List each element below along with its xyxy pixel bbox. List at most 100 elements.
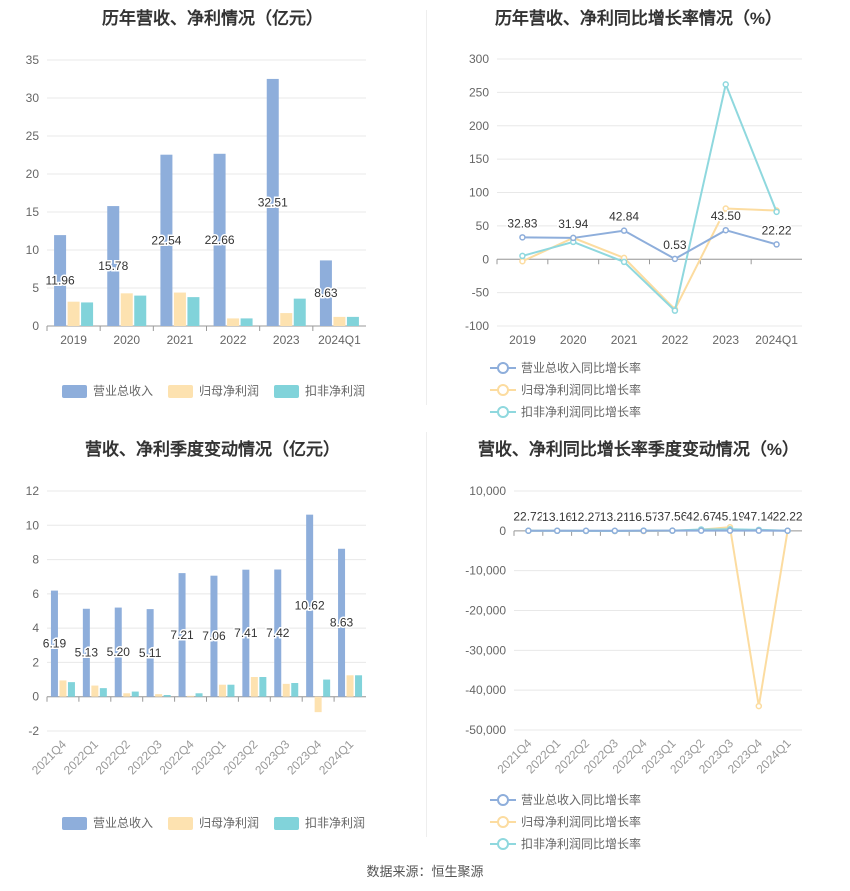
quarterly-values-bar-revenue [338,548,346,697]
quarterly-values-xtick-label: 2024Q1 [316,737,356,777]
annual-values-bar-revenue [54,235,67,326]
quarterly-values-bar-deducted-profit [291,683,299,697]
annual-values-bar-revenue [266,78,279,326]
quarterly-values-bar-deducted-profit [227,684,235,697]
quarterly-growth-series-line-1 [528,526,789,707]
quarterly-values-data-label: 10.62 [295,599,325,613]
quarterly-values-xtick-label: 2022Q1 [61,737,101,777]
annual-values-bar-net-profit [280,313,293,326]
annual-values-data-label: 22.54 [151,233,181,247]
annual-values-bar-revenue [107,206,120,326]
quarterly-growth-ytick-label: 10,000 [469,484,506,498]
quarterly-values-ytick-label: 0 [32,690,39,704]
annual-values-bar-net-profit [227,318,240,326]
quarterly-values-data-label: 5.20 [107,645,131,659]
annual-growth-point [722,205,729,212]
quarterly-values-bar-revenue [114,607,122,697]
annual-values-bar-net-profit [120,293,133,326]
quarterly-values-legend-swatch [274,817,299,830]
quarterly-growth-ytick-label: -10,000 [465,564,506,578]
annual-values-data-label: 32.51 [258,195,288,209]
annual-growth-point [722,81,729,88]
quarterly-growth-point [669,527,676,534]
annual-values-data-label: 22.66 [205,233,235,247]
annual-growth-ytick-label: 0 [482,252,489,266]
quarterly-values-bar-net-profit [218,684,226,697]
panel-divider-top [426,10,427,405]
quarterly-growth-panel: 营收、净利同比增长率季度变动情况（%） -50,000 -40,000 -30,00… [427,425,850,855]
quarterly-values-xtick-label: 2023Q4 [284,737,324,777]
annual-growth-series-line-0 [522,229,777,261]
annual-growth-point [519,252,526,260]
annual-growth-ytick-label: 250 [469,85,489,99]
quarterly-growth-data-label: 37.56 [657,510,687,524]
quarterly-values-bar-deducted-profit [131,691,139,697]
quarterly-growth-point [525,527,532,534]
annual-growth-point [519,234,526,241]
annual-values-bar-deducted-profit [346,316,359,326]
annual-values-legend-swatch [62,385,87,398]
annual-growth-point [722,226,729,234]
annual-values-xtick-label: 2023 [273,333,300,347]
quarterly-values-legend-label: 扣非净利润 [305,816,365,830]
quarterly-values-data-label: 7.06 [202,629,226,643]
quarterly-values-bar-deducted-profit [163,695,171,697]
quarterly-growth-legend-label: 归母净利润同比增长率 [521,814,641,829]
quarterly-growth-ytick-label: -50,000 [465,723,506,737]
annual-growth-data-label: 31.94 [558,217,588,231]
quarterly-growth-legend-marker [497,794,509,806]
annual-values-chart: 0 5 10 15 20 25 30 35 2019 2020 2021 2022 2023 2024Q1… [26,53,366,398]
quarterly-growth-point [582,527,590,535]
annual-growth-data-label: 22.22 [762,223,792,237]
annual-values-xtick-label: 2022 [220,333,247,347]
quarterly-values-ytick-label: 6 [32,587,39,601]
annual-values-bar-deducted-profit [293,298,306,326]
annual-values-bar-revenue [213,153,226,326]
quarterly-growth-data-label: 42.67 [686,510,716,524]
quarterly-values-ytick-label: 2 [32,655,39,669]
quarterly-values-bar-deducted-profit [323,679,331,697]
quarterly-growth-chart: -50,000 -40,000 -30,000 -20,000 -10,000 0 10,0… [465,484,804,851]
quarterly-values-bar-net-profit [91,685,99,697]
quarterly-values-data-label: 7.41 [234,626,258,640]
quarterly-growth-point [755,702,763,710]
quarterly-growth-data-label: 47.14 [744,510,774,524]
quarterly-values-ytick-label: 4 [32,621,39,635]
quarterly-values-panel: 营收、净利季度变动情况（亿元） -2 0 2 4 6 8 10 12 2021Q4 2022Q1 2… [0,425,425,855]
quarterly-growth-point [697,527,705,534]
annual-growth-data-label: 42.84 [609,210,639,224]
annual-growth-ytick-label: -50 [472,286,490,300]
quarterly-values-legend-swatch [168,817,193,830]
quarterly-values-bar-net-profit [250,677,258,697]
annual-values-ytick-label: 25 [26,129,40,143]
annual-values-legend-label: 归母净利润 [199,384,259,398]
annual-values-ytick-label: 30 [26,91,40,105]
annual-growth-xtick-label: 2021 [611,333,638,347]
quarterly-growth-data-label: 22.72 [513,510,543,524]
annual-growth-point [671,307,679,314]
quarterly-growth-ytick-label: -40,000 [465,683,506,697]
quarterly-growth-data-label: 12.27 [571,510,601,524]
annual-values-legend-swatch [274,385,299,398]
annual-values-bar-deducted-profit [240,318,253,326]
quarterly-growth-data-label: 45.19 [715,510,745,524]
annual-values-xtick-label: 2021 [167,333,194,347]
quarterly-values-bar-net-profit [282,683,290,697]
annual-values-panel: 历年营收、净利情况（亿元） 0 5 10 15 20 25 30 35 2019 2020 2021… [0,0,425,420]
annual-values-bar-revenue [319,260,332,326]
annual-growth-ytick-label: 150 [469,152,489,166]
annual-values-title: 历年营收、净利情况（亿元） [102,9,323,28]
quarterly-values-bar-deducted-profit [259,677,267,697]
annual-values-bar-net-profit [67,301,80,326]
quarterly-values-legend-label: 营业总收入 [93,816,153,830]
annual-values-bar-revenue [160,154,173,326]
quarterly-values-data-label: 5.11 [139,646,162,660]
quarterly-values-ytick-label: -2 [28,724,39,738]
annual-growth-ytick-label: 200 [469,119,489,133]
annual-values-ytick-label: 35 [26,53,40,67]
quarterly-values-data-label: 8.63 [330,616,354,630]
annual-growth-ytick-label: 100 [469,186,489,200]
quarterly-values-bar-net-profit [187,695,195,697]
quarterly-growth-data-label: 16.57 [629,510,659,524]
annual-values-ytick-label: 0 [32,319,39,333]
